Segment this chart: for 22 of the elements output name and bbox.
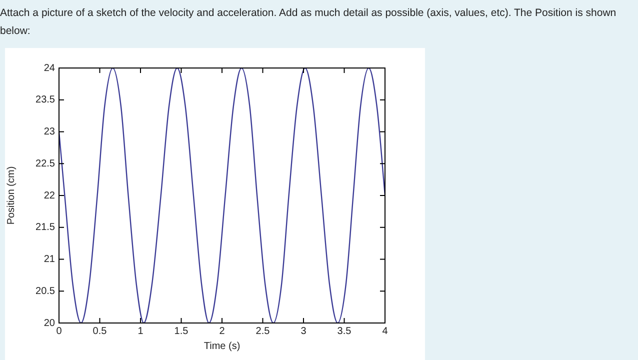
- y-tick-label: 20: [44, 318, 56, 329]
- y-tick-label: 23.5: [36, 94, 56, 106]
- x-tick-label: 2: [219, 326, 226, 337]
- line-series: [59, 68, 385, 323]
- x-tick-label: 3: [300, 326, 307, 337]
- y-tick-label: 22: [44, 190, 56, 202]
- x-axis-title: Time (s): [204, 340, 240, 352]
- x-tick-label: 0.5: [92, 326, 108, 337]
- y-tick-label: 22.5: [36, 158, 56, 170]
- x-tick-label: 1: [138, 326, 144, 337]
- text: Attach a picture of a sketch of the velocity and acceleration. Add as much detail as possible (axis, values, etc). The Position is shown below:: [0, 6, 618, 39]
- y-tick-label: 23: [44, 126, 56, 138]
- x-tick-label: 4: [382, 326, 388, 337]
- x-tick-label: 2.5: [256, 326, 270, 337]
- y-tick-label: 24: [44, 62, 56, 74]
- y-tick-label: 21.5: [36, 222, 56, 234]
- x-tick-label: 3.5: [337, 326, 352, 337]
- x-tick-label: 1.5: [174, 326, 189, 337]
- y-axis-title: Position (cm): [6, 166, 17, 225]
- y-tick-label: 20.5: [36, 286, 56, 297]
- y-tick-label: 21: [44, 254, 56, 265]
- x-tick-label: 0: [56, 326, 62, 337]
